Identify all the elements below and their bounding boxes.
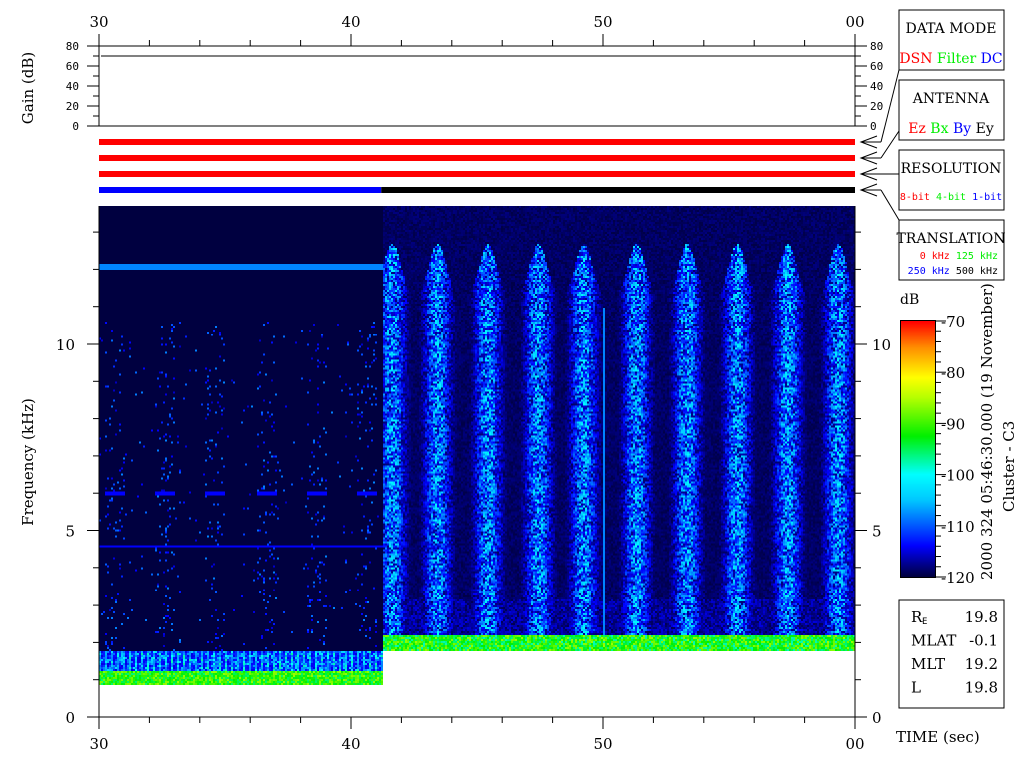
gain-tick-label: 80 [870,40,883,53]
mode-bar-translation [99,187,382,193]
legend-items: 0 kHz 125 kHz [920,251,998,262]
gain-tick-label: 0 [870,120,877,133]
orbit-label: MLAT [911,632,956,650]
connector-line [880,69,900,143]
colorbar-tick-label: -70 [941,313,965,331]
gain-tick-label: 60 [66,60,79,73]
connector-line [880,129,900,159]
time-axis-label: TIME (sec) [896,728,980,746]
legend-items: DSN Filter DC [899,51,1002,67]
colorbar-tick-label: -110 [941,518,975,536]
arrow-icon [859,183,881,197]
legend-items: 8-bit 4-bit 1-bit [900,192,1002,203]
colorbar-unit: dB [900,292,919,308]
spacecraft-label: Cluster - C3 [1000,421,1018,512]
legend-boxes: DATA MODE DSN Filter DC ANTENNA Ez Bx By Ey… [896,9,1006,281]
legend-box-resolution [898,149,1005,211]
gain-tick-label: 40 [66,80,79,93]
mode-bars [99,69,900,221]
time-tick-label-top: 50 [593,13,612,31]
legend-item: Ey [971,121,994,137]
connector-line [880,189,900,221]
gain-tick-label: 0 [72,120,79,133]
gain-tick-label: 20 [66,100,79,113]
gain-tick-label: 40 [870,80,883,93]
mode-bar-translation [381,187,855,193]
orbit-label: L [911,679,921,697]
arrow-icon [859,151,881,165]
orbit-info-box [898,599,1005,709]
legend-box-data-mode [898,9,1005,71]
orbit-value: 19.8 [965,608,998,626]
colorbar-tick-label: -100 [941,467,975,485]
mode-bar-data-mode [99,139,855,145]
colorbar-gradient [901,321,935,577]
orbit-label: MLT [911,655,945,673]
legend-box-translation [898,219,1005,281]
freq-tick-label: 10 [56,336,75,354]
colorbar-tick-label: -120 [941,569,975,587]
time-tick-label-top: 30 [89,13,108,31]
gain-tick-label: 60 [870,60,883,73]
orbit-value: 19.8 [965,679,998,697]
orbit-value: 19.2 [965,655,998,673]
time-tick-label-bottom: 00 [845,735,864,753]
legend-item: 500 kHz [950,266,998,277]
legend-item: 8-bit [900,192,930,203]
orbit-info: R E 19.8 MLAT -0.1 MLT 19.2 L 19.8 [911,608,998,697]
time-tick-label-bottom: 30 [89,735,108,753]
legend-title: RESOLUTION [901,161,1002,177]
spectrogram-image [99,206,855,717]
time-tick-label-top: 00 [845,13,864,31]
orbit-value: -0.1 [969,632,998,650]
arrow-icon [859,167,881,181]
legend-item: 250 kHz [908,266,950,277]
colorbar-border [900,320,936,578]
legend-item: DC [976,51,1002,67]
legend-item: 0 kHz [920,251,950,262]
legend-item: 4-bit [930,192,966,203]
legend-box-antenna [898,79,1005,141]
legend-item: Filter [932,51,976,67]
mode-bar-resolution [99,171,855,177]
legend-items: Ez Bx By Ey [908,121,994,137]
legend-title: DATA MODE [906,21,997,37]
legend-item: Ez [908,121,926,137]
legend-title: TRANSLATION [896,231,1005,247]
timestamp-label: 2000 324 05:46:30.000 (19 November) [978,283,996,580]
orbit-label: R [911,608,923,626]
time-tick-label-bottom: 50 [593,735,612,753]
frequency-axis-label: Frequency (kHz) [19,398,37,526]
legend-item: 125 kHz [950,251,998,262]
legend-item: By [949,121,972,137]
legend-item: Bx [926,121,949,137]
legend-title: ANTENNA [912,91,990,107]
gain-tick-label: 80 [66,40,79,53]
freq-tick-label: 0 [65,709,75,727]
gain-axis-label: Gain (dB) [19,52,37,124]
time-tick-label-top: 40 [341,13,360,31]
gain-tick-label: 20 [870,100,883,113]
mode-bar-antenna [99,155,855,161]
arrow-icon [859,135,881,149]
freq-tick-label: 10 [872,336,891,354]
freq-tick-label: 5 [65,523,75,541]
orbit-label-sub: E [922,617,927,627]
colorbar-tick-label: -90 [941,415,965,433]
legend-item: 1-bit [966,192,1002,203]
time-tick-label-bottom: 40 [341,735,360,753]
colorbar-tick-label: -80 [941,364,965,382]
freq-tick-label: 0 [872,709,882,727]
legend-item: DSN [899,51,932,67]
colorbar-axis: -70 -80 -90 -100 -110 -120 [900,313,975,587]
freq-tick-label: 5 [872,523,882,541]
legend-items: 250 kHz 500 kHz [908,266,998,277]
